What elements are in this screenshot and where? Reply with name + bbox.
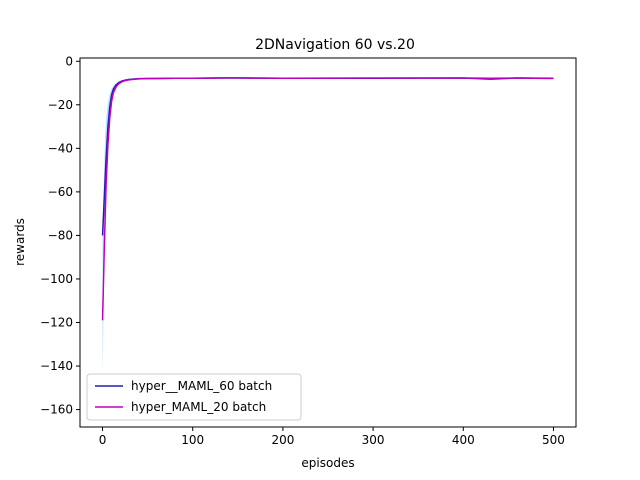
x-tick-label: 400 xyxy=(452,433,475,447)
y-tick-label: −20 xyxy=(48,98,73,112)
x-tick-label: 100 xyxy=(181,433,204,447)
chart-title: 2DNavigation 60 vs.20 xyxy=(255,37,415,53)
series-line-1 xyxy=(101,77,554,236)
y-axis-label: rewards xyxy=(13,218,27,266)
x-tick-label: 200 xyxy=(271,433,294,447)
y-tick-label: −120 xyxy=(40,316,73,330)
x-tick-label: 0 xyxy=(99,433,107,447)
y-axis: 0 −20 −40 −60 −80 −100 −120 −140 −160 xyxy=(40,54,80,417)
y-tick-label: −60 xyxy=(48,185,73,199)
legend-label-series-1: hyper__MAML_60 batch xyxy=(131,379,272,393)
y-tick-label: −160 xyxy=(40,403,73,417)
series-line-2 xyxy=(101,77,554,321)
legend-box xyxy=(86,373,302,421)
y-tick-label: 0 xyxy=(65,54,73,68)
x-axis-label: episodes xyxy=(301,456,354,470)
plot-area xyxy=(101,77,554,377)
y-tick-label: −80 xyxy=(48,228,73,242)
plot-frame xyxy=(79,57,577,428)
legend: hyper__MAML_60 batch hyper_MAML_20 batch xyxy=(86,373,302,421)
x-tick-label: 500 xyxy=(542,433,565,447)
x-tick-label: 300 xyxy=(362,433,385,447)
x-axis: 0 100 200 300 400 500 xyxy=(99,427,565,447)
y-tick-label: −100 xyxy=(40,272,73,286)
legend-label-series-2: hyper_MAML_20 batch xyxy=(131,400,266,414)
y-tick-label: −40 xyxy=(48,141,73,155)
y-tick-label: −140 xyxy=(40,359,73,373)
